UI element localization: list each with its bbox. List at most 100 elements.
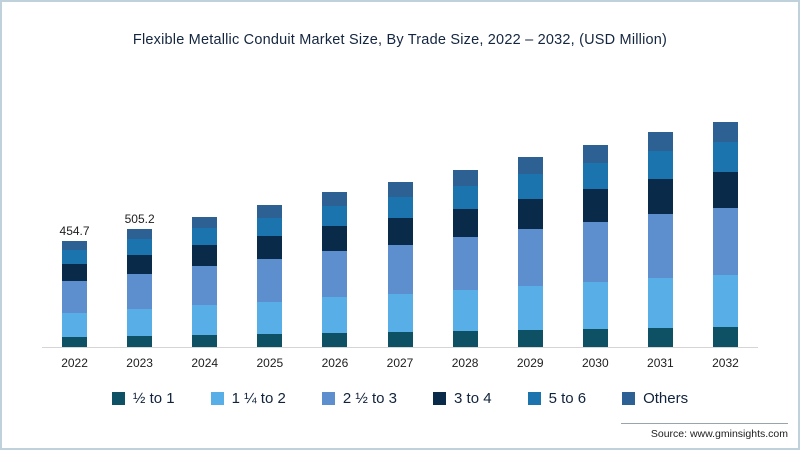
bar-segment[interactable] [322, 226, 348, 252]
bar-segment[interactable] [127, 239, 153, 255]
bar-segment[interactable] [62, 264, 88, 282]
legend-swatch-icon [210, 392, 224, 405]
bar-segment[interactable] [712, 326, 738, 347]
bar-segment[interactable] [127, 309, 153, 337]
bar-segment[interactable] [257, 217, 283, 237]
bar-segment[interactable] [647, 132, 673, 152]
bar-segment[interactable] [192, 245, 218, 267]
bar-group [433, 94, 498, 347]
bar-segment[interactable] [647, 179, 673, 214]
bar-segment[interactable] [387, 181, 413, 197]
bar-segment[interactable] [452, 208, 478, 238]
x-axis-label: 2026 [321, 356, 349, 370]
bar-segment[interactable] [582, 145, 608, 164]
bar-segment[interactable] [192, 335, 218, 347]
stacked-bar[interactable] [127, 228, 153, 347]
stacked-bar[interactable] [582, 145, 608, 347]
bar-segment[interactable] [62, 250, 88, 265]
bar-segment[interactable] [257, 236, 283, 260]
legend-swatch-icon [111, 392, 125, 405]
bar-segment[interactable] [582, 163, 608, 190]
bar-segment[interactable] [192, 216, 218, 229]
bar-segment[interactable] [192, 266, 218, 306]
legend-item[interactable]: 1 ¼ to 2 [210, 390, 286, 407]
legend-swatch-icon [321, 392, 335, 405]
bar-segment[interactable] [647, 213, 673, 279]
bar-segment[interactable] [257, 301, 283, 335]
legend-item[interactable]: 3 to 4 [433, 390, 492, 407]
bar-segment[interactable] [517, 229, 543, 287]
x-axis: 2022 2023 2024 2025 2026 2027 2028 2029 2030 2031… [42, 356, 758, 370]
bar-segment[interactable] [387, 294, 413, 333]
legend: ½ to 1 1 ¼ to 2 2 ½ to 3 3 to 4 5 to 6 Others [2, 390, 798, 407]
stacked-bar[interactable] [322, 192, 348, 347]
x-axis-label: 2022 [61, 356, 88, 370]
bar-segment[interactable] [322, 297, 348, 334]
bar-segment[interactable] [257, 259, 283, 302]
bar-segment[interactable] [62, 312, 88, 338]
bar-segment[interactable] [517, 286, 543, 330]
stacked-bar[interactable] [712, 122, 738, 347]
stacked-bar[interactable] [257, 205, 283, 347]
legend-label: 2 ½ to 3 [342, 390, 398, 407]
bar-segment[interactable] [62, 337, 88, 347]
bar-segment[interactable] [582, 328, 608, 347]
x-axis-label: 2030 [581, 356, 609, 370]
bar-segment[interactable] [452, 237, 478, 291]
bar-segment[interactable] [517, 329, 543, 347]
bar-segment[interactable] [517, 157, 543, 175]
bar-segment[interactable] [712, 142, 738, 172]
stacked-bar[interactable] [62, 240, 88, 347]
bar-segment[interactable] [257, 334, 283, 347]
stacked-bar[interactable] [647, 132, 673, 347]
stacked-bar[interactable] [452, 170, 478, 347]
bar-segment[interactable] [712, 275, 738, 327]
bar-segment[interactable] [322, 333, 348, 347]
stacked-bar[interactable] [387, 181, 413, 347]
stacked-bar[interactable] [192, 216, 218, 347]
bar-group: 454.7 [42, 94, 107, 347]
legend-item[interactable]: 2 ½ to 3 [321, 390, 398, 407]
bar-segment[interactable] [257, 205, 283, 218]
bar-segment[interactable] [712, 171, 738, 208]
x-axis-label: 2025 [256, 356, 284, 370]
x-axis-label: 2032 [712, 356, 739, 370]
x-axis-label: 2029 [516, 356, 544, 370]
bar-segment[interactable] [452, 331, 478, 347]
legend-swatch-icon [433, 392, 447, 405]
bar-segment[interactable] [322, 206, 348, 227]
bar-segment[interactable] [582, 221, 608, 283]
bar-segment[interactable] [62, 281, 88, 313]
bar-segment[interactable] [647, 327, 673, 347]
bar-segment[interactable] [517, 198, 543, 230]
bar-segment[interactable] [127, 254, 153, 274]
bar-segment[interactable] [712, 122, 738, 143]
legend-item[interactable]: 5 to 6 [527, 390, 586, 407]
bar-value-label: 454.7 [59, 223, 90, 238]
bar-segment[interactable] [517, 174, 543, 199]
bar-segment[interactable] [127, 273, 153, 310]
bar-segment[interactable] [647, 151, 673, 180]
bar-segment[interactable] [192, 305, 218, 336]
bar-segment[interactable] [322, 251, 348, 298]
bar-segment[interactable] [452, 170, 478, 186]
bar-segment[interactable] [62, 240, 88, 251]
bar-segment[interactable] [387, 332, 413, 347]
bar-segment[interactable] [647, 278, 673, 328]
legend-item[interactable]: Others [622, 390, 688, 407]
legend-item[interactable]: ½ to 1 [111, 390, 175, 407]
bar-segment[interactable] [582, 189, 608, 222]
bar-segment[interactable] [582, 282, 608, 329]
bar-segment[interactable] [452, 290, 478, 332]
bar-segment[interactable] [387, 218, 413, 245]
bar-segment[interactable] [387, 244, 413, 295]
bar-segment[interactable] [712, 207, 738, 275]
legend-swatch-icon [527, 392, 541, 405]
bar-segment[interactable] [322, 192, 348, 207]
bar-segment[interactable] [127, 336, 153, 347]
bar-segment[interactable] [387, 196, 413, 219]
bar-segment[interactable] [452, 185, 478, 209]
bar-segment[interactable] [127, 228, 153, 240]
stacked-bar[interactable] [517, 157, 543, 347]
bar-segment[interactable] [192, 228, 218, 246]
